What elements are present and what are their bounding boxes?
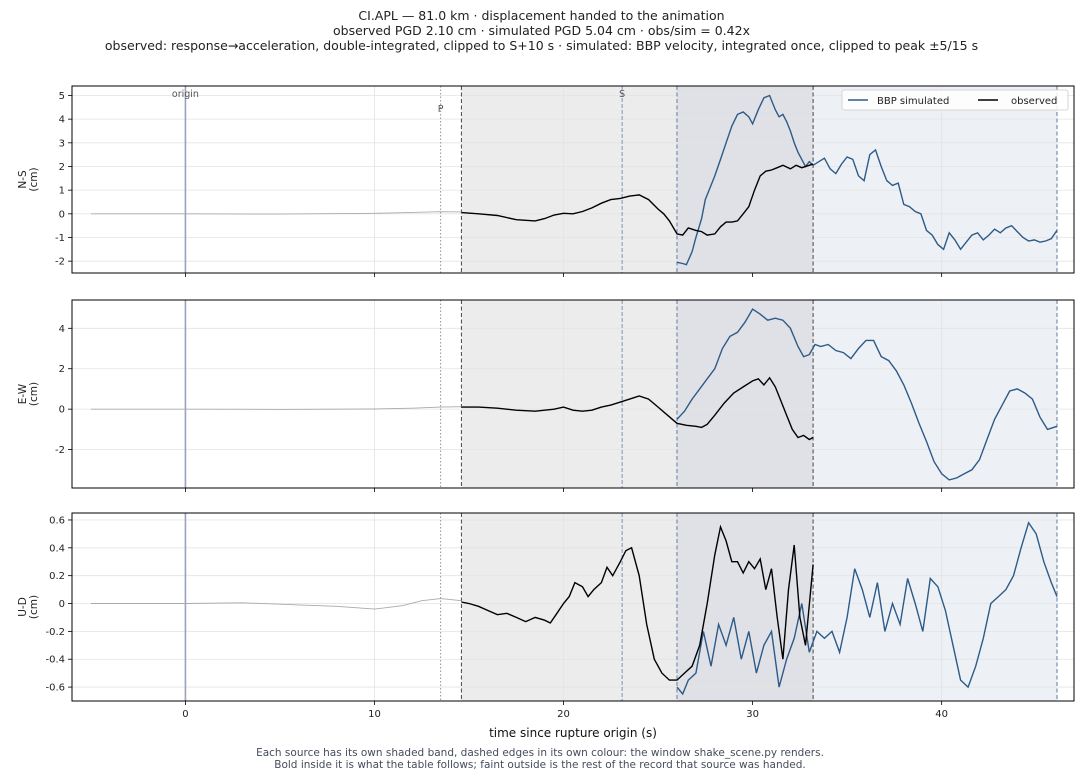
panel-2-ylabel: (cm) (28, 382, 40, 406)
title-line-1: CI.APL — 81.0 km · displacement handed t… (358, 8, 725, 23)
panel-2-ytick-label: 0 (59, 405, 65, 416)
origin-label: origin (172, 89, 199, 100)
title-line-2: observed PGD 2.10 cm · simulated PGD 5.0… (333, 23, 750, 38)
panel-1-ylabel: N-S (17, 170, 29, 189)
panel-2-overlap-band (676, 300, 814, 488)
panel-2-ytick-label: 4 (59, 324, 65, 335)
panel-2-frame (71, 299, 1075, 489)
legend-box (841, 89, 1069, 111)
p-arrival-label: P (438, 104, 444, 115)
panel-3-observed-line (461, 524, 814, 681)
panel-2-observed-line (461, 376, 814, 441)
panel-1-overlap-band (676, 86, 814, 273)
panel-3-ytick-label: -0.2 (45, 627, 65, 638)
footnote-line-2: Bold inside it is what the table follows… (274, 759, 806, 771)
panel-1-observed-faint-line (90, 211, 462, 215)
panel-3-ytick-label: 0 (59, 599, 65, 610)
chart-title: CI.APL — 81.0 km · displacement handed t… (0, 8, 1083, 53)
panel-1-ylabel: (cm) (28, 167, 40, 191)
xtick-label: 20 (557, 709, 570, 720)
panel-2-ytick-label: 2 (59, 364, 65, 375)
xtick-label: 10 (368, 709, 381, 720)
panel-1-ytick-label: 1 (59, 186, 65, 197)
panel-3-ytick-label: 0.2 (49, 571, 65, 582)
panel-3-simulated-line (676, 521, 1058, 696)
panel-1-frame (71, 85, 1075, 274)
footnote-line-1: Each source has its own shaded band, das… (256, 747, 824, 759)
panel-1-ytick-label: 2 (59, 162, 65, 173)
xtick-label: 30 (746, 709, 759, 720)
s-arrival-label: S (619, 89, 625, 100)
panel-1-simulated-line (676, 94, 1058, 266)
panel-2-observed-faint-line (90, 406, 462, 410)
xtick-label: 0 (182, 709, 188, 720)
legend-observed-label: observed (1011, 96, 1057, 107)
panel-1-ytick-label: -1 (55, 233, 65, 244)
legend-simulated-label: BBP simulated (877, 96, 949, 107)
x-axis-label: time since rupture origin (s) (489, 726, 657, 740)
panel-3-overlap-band (676, 513, 814, 701)
panel-3-ytick-label: -0.6 (45, 683, 65, 694)
panel-3-frame (71, 512, 1075, 702)
panel-2-simulated-line (676, 308, 1058, 481)
panel-3-ytick-label: 0.4 (49, 543, 65, 554)
title-line-3: observed: response→acceleration, double-… (104, 38, 979, 53)
panel-1-ytick-label: 0 (59, 209, 65, 220)
footnote: Each source has its own shaded band, das… (0, 747, 1080, 771)
panel-2-ylabel: E-W (17, 383, 29, 404)
panel-1-ytick-label: 5 (59, 91, 65, 102)
panel-1-ytick-label: -2 (55, 257, 65, 268)
panel-1-ytick-label: 4 (59, 115, 65, 126)
panel-1-ytick-label: 3 (59, 138, 65, 149)
panel-3-ytick-label: -0.4 (45, 655, 65, 666)
panel-1-observed-line (461, 163, 814, 236)
panel-2-ytick-label: -2 (55, 445, 65, 456)
xtick-label: 40 (935, 709, 948, 720)
panel-3-ytick-label: 0.6 (49, 515, 65, 526)
panel-3-ylabel: U-D (17, 597, 29, 617)
panel-3-observed-faint-line (90, 598, 462, 610)
panel-3-ylabel: (cm) (28, 595, 40, 619)
